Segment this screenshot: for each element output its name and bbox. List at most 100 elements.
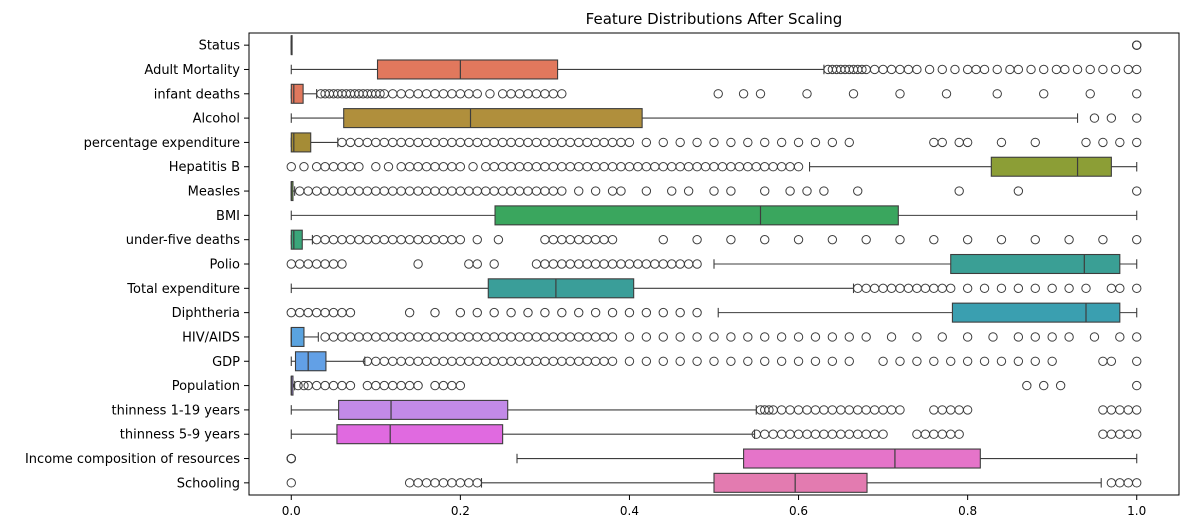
outlier-point xyxy=(700,162,711,172)
outlier-point xyxy=(523,89,533,99)
outlier-point xyxy=(785,405,795,415)
outlier-point xyxy=(531,332,542,342)
outlier-point xyxy=(464,137,474,148)
x-tick-label: 0.6 xyxy=(789,504,808,518)
outlier-point xyxy=(641,332,652,342)
outlier-point xyxy=(1030,356,1040,366)
outlier-point xyxy=(1132,113,1142,123)
y-category-label: Population xyxy=(172,379,240,394)
outlier-point xyxy=(455,478,466,488)
outlier-point xyxy=(713,89,723,99)
outlier-point xyxy=(785,186,795,196)
outlier-point xyxy=(946,429,956,439)
outlier-point xyxy=(413,478,423,488)
outlier-point xyxy=(616,162,626,172)
outlier-point xyxy=(819,429,829,439)
outlier-point xyxy=(590,332,601,342)
outlier-point xyxy=(954,429,964,439)
outlier-point xyxy=(675,356,685,366)
outlier-point xyxy=(413,332,423,342)
outlier-point xyxy=(726,137,736,148)
outlier-point xyxy=(574,186,584,196)
outlier-point xyxy=(371,137,381,148)
outlier-point xyxy=(354,332,364,342)
outlier-point xyxy=(371,186,381,196)
outlier-point xyxy=(413,234,423,245)
outlier-point xyxy=(379,356,389,366)
outlier-point xyxy=(295,186,305,196)
y-category-label: Diphtheria xyxy=(172,306,240,321)
outlier-point xyxy=(861,332,871,342)
outlier-point xyxy=(1064,283,1074,294)
outlier-point xyxy=(514,162,525,172)
outlier-point xyxy=(895,64,905,75)
outlier-point xyxy=(848,89,859,99)
outlier-point xyxy=(760,234,770,245)
outlier-point xyxy=(489,162,499,172)
outlier-point xyxy=(853,283,863,294)
outlier-point xyxy=(396,380,406,391)
outlier-point xyxy=(303,259,313,269)
outlier-point xyxy=(540,89,550,99)
outlier-point xyxy=(481,137,491,148)
outlier-point xyxy=(311,380,322,391)
outlier-point xyxy=(1123,405,1133,415)
outlier-point xyxy=(523,162,533,172)
outlier-point xyxy=(582,332,592,342)
outlier-point xyxy=(599,259,609,269)
outlier-point xyxy=(345,380,356,391)
outlier-point xyxy=(1098,137,1108,148)
outlier-point xyxy=(493,234,504,245)
outlier-point xyxy=(844,137,854,148)
outlier-point xyxy=(379,186,389,196)
outlier-point xyxy=(861,405,871,415)
outlier-point xyxy=(667,162,677,172)
box-iqr xyxy=(990,156,1112,177)
outlier-point xyxy=(793,405,804,415)
outlier-point xyxy=(709,162,719,172)
outlier-point xyxy=(320,186,330,196)
outlier-point xyxy=(404,478,415,488)
outlier-point xyxy=(658,356,668,366)
outlier-point xyxy=(574,234,584,245)
outlier-point xyxy=(1098,429,1108,439)
outlier-point xyxy=(802,429,812,439)
box-iqr xyxy=(487,278,635,299)
y-category-label: Income composition of resources xyxy=(25,452,240,467)
outlier-point xyxy=(388,137,398,148)
outlier-point xyxy=(878,283,888,294)
outlier-point xyxy=(557,162,567,172)
outlier-point xyxy=(912,429,922,439)
outlier-point xyxy=(531,259,542,269)
box-iqr xyxy=(376,59,559,80)
outlier-point xyxy=(734,162,745,172)
outlier-point xyxy=(878,64,888,75)
outlier-point xyxy=(557,89,567,99)
outlier-point xyxy=(481,162,491,172)
outlier-point xyxy=(337,186,347,196)
outlier-point xyxy=(760,356,770,366)
outlier-point xyxy=(1115,332,1125,342)
outlier-point xyxy=(396,137,406,148)
outlier-point xyxy=(1115,137,1125,148)
outlier-point xyxy=(497,186,508,196)
outlier-point xyxy=(624,356,635,366)
box-iqr xyxy=(951,302,1121,323)
outlier-point xyxy=(827,429,838,439)
outlier-point xyxy=(455,307,466,318)
outlier-point xyxy=(937,283,947,294)
outlier-point xyxy=(776,137,787,148)
outlier-point xyxy=(886,283,897,294)
outlier-point xyxy=(354,234,364,245)
outlier-point xyxy=(590,234,601,245)
box-iqr xyxy=(743,448,981,469)
outlier-point xyxy=(827,332,838,342)
outlier-point xyxy=(785,162,795,172)
outlier-point xyxy=(565,137,575,148)
outlier-point xyxy=(404,89,415,99)
x-tick-label: 1.0 xyxy=(1127,504,1146,518)
outlier-point xyxy=(295,307,305,318)
outlier-point xyxy=(1123,478,1133,488)
outlier-point xyxy=(937,137,947,148)
outlier-point xyxy=(709,356,719,366)
